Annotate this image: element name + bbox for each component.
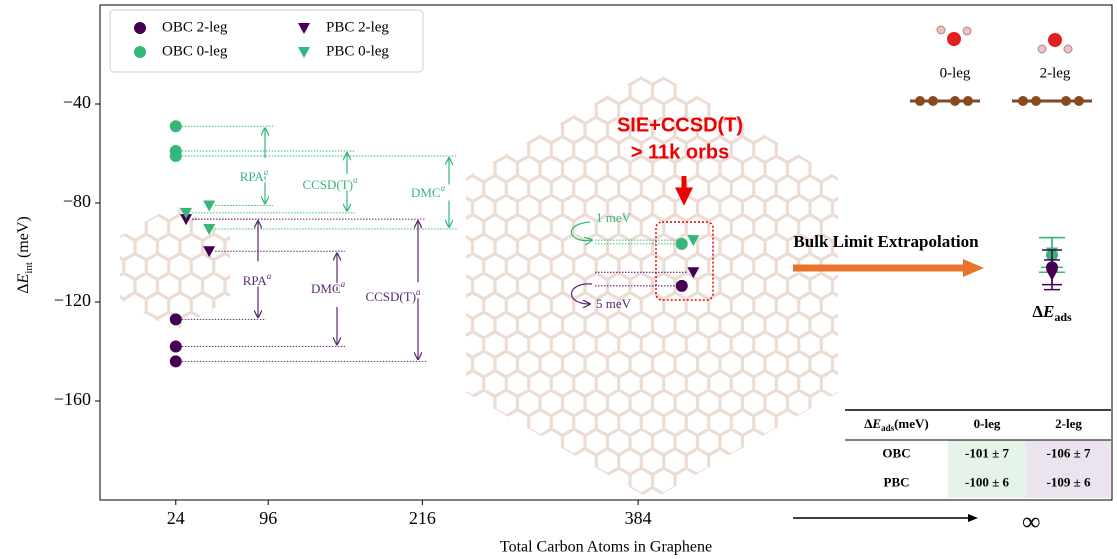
table-cell: -101 ± 7 (965, 445, 1009, 460)
x-tick-label: 24 (167, 508, 185, 528)
x-tick-label: 384 (625, 508, 652, 528)
table-corner: ΔEads(meV) (864, 416, 929, 433)
y-tick-label: −160 (54, 389, 91, 409)
y-axis-label-part: int (23, 262, 35, 274)
annotation-text: RPA (243, 273, 268, 288)
table-corner-part: Δ (864, 416, 872, 431)
x-tick-label: 216 (409, 508, 436, 528)
annotation: DMCa (411, 183, 446, 200)
annotation-text: CCSD(T) (302, 177, 353, 192)
point (169, 120, 182, 133)
x-axis-label: Total Carbon Atoms in Graphene (500, 539, 712, 556)
annotation-text: RPA (240, 169, 265, 184)
gap-arrow (570, 283, 593, 304)
annotation: RPAa (240, 167, 269, 184)
legend-marker (298, 23, 310, 34)
annotation: CCSD(T)a (302, 175, 358, 192)
y-tick-label: −80 (63, 191, 91, 211)
table-row-label: PBC (884, 474, 910, 489)
annotation: RPAa (243, 271, 272, 288)
table-header: 2-leg (1055, 416, 1082, 431)
extrapolation-arrow-head (963, 259, 984, 277)
table-corner-part: E (871, 416, 881, 431)
molecule-0-leg (910, 25, 980, 106)
annotation-text: DMC (311, 281, 341, 296)
point (1046, 269, 1058, 281)
point (675, 279, 688, 292)
y-axis-label-part: E (15, 273, 32, 284)
legend-box (109, 9, 424, 73)
point (675, 237, 688, 250)
annotation-sup: a (441, 183, 446, 193)
molecule-label: 0-leg (940, 65, 971, 81)
point (180, 207, 193, 219)
legend-label: PBC 2-leg (326, 19, 389, 35)
table-cell: -109 ± 6 (1047, 474, 1091, 489)
table-corner-part: ads (881, 423, 895, 433)
point (203, 246, 216, 258)
legend-marker (134, 46, 146, 58)
point (169, 355, 182, 368)
highlight-box (655, 221, 714, 301)
annotation-sup: a (264, 167, 269, 177)
legend-marker (298, 47, 310, 58)
table-header: 0-leg (974, 416, 1001, 431)
graphene-flake (466, 70, 838, 500)
gap-label: 5 meV (596, 296, 632, 311)
point (203, 200, 216, 212)
annotation-text: CCSD(T) (365, 289, 416, 304)
molecule-label: 2-leg (1040, 65, 1071, 81)
legend-label: PBC 0-leg (326, 43, 389, 59)
point (687, 235, 700, 247)
point (203, 223, 216, 235)
y-tick-label: −120 (54, 290, 91, 310)
point (687, 267, 700, 279)
table-corner-part: (meV) (894, 416, 929, 431)
annotation: DMCa (311, 279, 346, 296)
y-tick-label: −40 (63, 92, 91, 112)
annotation-sup: a (341, 279, 346, 289)
infinity-tick: ∞ (1022, 507, 1041, 536)
graphene-flake (120, 205, 230, 331)
ads-label-part: ads (1054, 310, 1072, 324)
x-tick-label: 96 (259, 508, 277, 528)
gap-arrow (570, 221, 592, 241)
legend-label: OBC 2-leg (162, 19, 228, 35)
point (169, 340, 182, 353)
annotation: CCSD(T)a (365, 287, 421, 304)
table-shade (948, 440, 1026, 498)
method-label: SIE+CCSD(T) (617, 114, 743, 136)
y-axis-label-part: Δ (15, 283, 32, 293)
table-cell: -100 ± 6 (965, 474, 1009, 489)
table-shade (1026, 440, 1111, 498)
table-cell: -106 ± 7 (1047, 445, 1091, 460)
molecule-2-leg (1012, 33, 1092, 106)
legend-marker (134, 22, 146, 34)
red-arrow (674, 176, 694, 206)
ads-label-part: Δ (1032, 302, 1043, 321)
y-axis-label: ΔEint (meV) (15, 216, 35, 293)
table-row-label: OBC (882, 445, 910, 460)
annotation-sup: a (416, 287, 421, 297)
annotation-sup: a (267, 271, 272, 281)
method-label: > 11k orbs (631, 141, 729, 163)
point (180, 214, 193, 226)
infinity-arrow-head (968, 514, 978, 522)
ads-label-part: E (1042, 302, 1054, 321)
extrapolation-label: Bulk Limit Extrapolation (793, 232, 979, 251)
ads-label: ΔEads (1032, 302, 1072, 324)
y-axis-label-part: (meV) (15, 216, 32, 262)
point (169, 149, 182, 162)
annotation-text: DMC (411, 185, 441, 200)
gap-label: 1 meV (596, 210, 632, 225)
plot-frame (99, 4, 1113, 501)
annotation-sup: a (353, 175, 358, 185)
legend-label: OBC 0-leg (162, 43, 228, 59)
point (169, 313, 182, 326)
